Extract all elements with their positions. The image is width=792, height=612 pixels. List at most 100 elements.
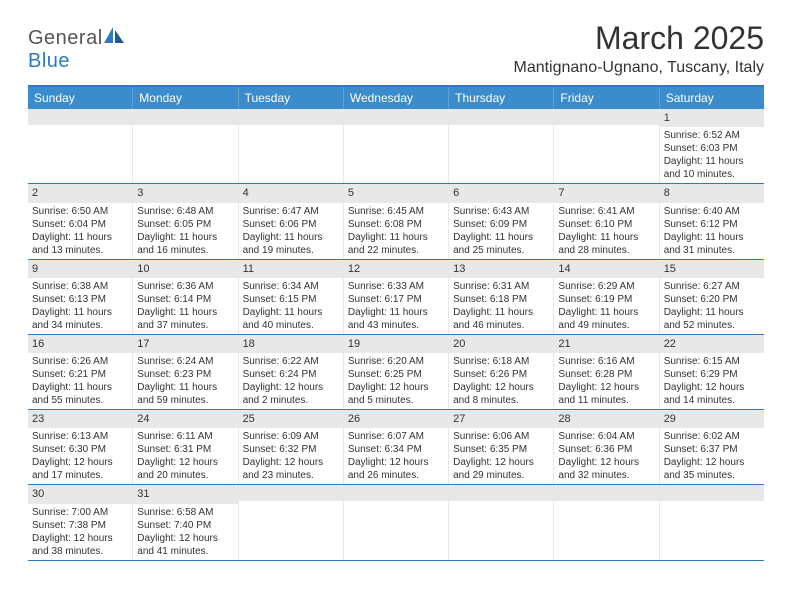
- day-body: Sunrise: 6:13 AMSunset: 6:30 PMDaylight:…: [28, 428, 132, 484]
- day-cell: 27Sunrise: 6:06 AMSunset: 6:35 PMDayligh…: [449, 410, 554, 484]
- day-cell: 11Sunrise: 6:34 AMSunset: 6:15 PMDayligh…: [239, 260, 344, 334]
- day-info-line: Sunrise: 6:43 AM: [453, 205, 549, 218]
- day-body: Sunrise: 6:07 AMSunset: 6:34 PMDaylight:…: [344, 428, 448, 484]
- day-body: [660, 501, 764, 505]
- day-info-line: Daylight: 12 hours: [664, 456, 760, 469]
- day-info-line: Sunrise: 6:07 AM: [348, 430, 444, 443]
- day-body: Sunrise: 6:27 AMSunset: 6:20 PMDaylight:…: [660, 278, 764, 334]
- weeks-container: 1Sunrise: 6:52 AMSunset: 6:03 PMDaylight…: [28, 109, 764, 561]
- empty-day-cell: [28, 109, 133, 183]
- day-info-line: Sunrise: 6:29 AM: [558, 280, 654, 293]
- day-info-line: Sunrise: 6:33 AM: [348, 280, 444, 293]
- day-number: 7: [554, 184, 658, 202]
- day-cell: 19Sunrise: 6:20 AMSunset: 6:25 PMDayligh…: [344, 335, 449, 409]
- weekday-header: Saturday: [660, 87, 764, 109]
- day-number: 28: [554, 410, 658, 428]
- day-number: 27: [449, 410, 553, 428]
- day-number: [344, 485, 448, 501]
- day-info-line: Sunrise: 6:38 AM: [32, 280, 128, 293]
- day-info-line: and 19 minutes.: [243, 244, 339, 257]
- day-cell: 7Sunrise: 6:41 AMSunset: 6:10 PMDaylight…: [554, 184, 659, 258]
- day-number: [449, 109, 553, 125]
- day-body: Sunrise: 6:09 AMSunset: 6:32 PMDaylight:…: [239, 428, 343, 484]
- day-info-line: Sunrise: 6:04 AM: [558, 430, 654, 443]
- day-cell: 20Sunrise: 6:18 AMSunset: 6:26 PMDayligh…: [449, 335, 554, 409]
- day-info-line: and 26 minutes.: [348, 469, 444, 482]
- day-info-line: Daylight: 11 hours: [348, 231, 444, 244]
- day-body: Sunrise: 6:18 AMSunset: 6:26 PMDaylight:…: [449, 353, 553, 409]
- day-number: 30: [28, 485, 132, 503]
- day-number: 26: [344, 410, 448, 428]
- day-info-line: Daylight: 12 hours: [453, 381, 549, 394]
- day-info-line: and 8 minutes.: [453, 394, 549, 407]
- day-info-line: Daylight: 12 hours: [558, 381, 654, 394]
- logo-text: GeneralBlue: [28, 26, 125, 73]
- day-info-line: Daylight: 11 hours: [32, 231, 128, 244]
- day-info-line: and 32 minutes.: [558, 469, 654, 482]
- day-info-line: Sunrise: 6:36 AM: [137, 280, 233, 293]
- day-number: 6: [449, 184, 553, 202]
- day-info-line: and 22 minutes.: [348, 244, 444, 257]
- day-info-line: Sunset: 6:12 PM: [664, 218, 760, 231]
- day-body: Sunrise: 6:16 AMSunset: 6:28 PMDaylight:…: [554, 353, 658, 409]
- day-info-line: Sunrise: 6:16 AM: [558, 355, 654, 368]
- day-number: 23: [28, 410, 132, 428]
- day-info-line: Daylight: 11 hours: [558, 306, 654, 319]
- weekday-header: Monday: [133, 87, 238, 109]
- day-info-line: and 49 minutes.: [558, 319, 654, 332]
- day-info-line: Daylight: 12 hours: [137, 532, 233, 545]
- empty-day-cell: [449, 485, 554, 559]
- day-number: [133, 109, 237, 125]
- day-info-line: Sunset: 6:34 PM: [348, 443, 444, 456]
- day-info-line: and 28 minutes.: [558, 244, 654, 257]
- empty-day-cell: [239, 109, 344, 183]
- day-body: Sunrise: 6:34 AMSunset: 6:15 PMDaylight:…: [239, 278, 343, 334]
- day-info-line: Sunset: 6:19 PM: [558, 293, 654, 306]
- day-number: 18: [239, 335, 343, 353]
- day-info-line: Daylight: 11 hours: [32, 381, 128, 394]
- day-info-line: Daylight: 12 hours: [137, 456, 233, 469]
- weekday-header: Friday: [554, 87, 659, 109]
- day-number: [28, 109, 132, 125]
- day-info-line: and 34 minutes.: [32, 319, 128, 332]
- day-body: [449, 501, 553, 505]
- day-body: [28, 125, 132, 129]
- day-info-line: and 55 minutes.: [32, 394, 128, 407]
- day-info-line: Sunset: 6:29 PM: [664, 368, 760, 381]
- day-info-line: and 16 minutes.: [137, 244, 233, 257]
- day-info-line: Sunset: 6:14 PM: [137, 293, 233, 306]
- day-cell: 30Sunrise: 7:00 AMSunset: 7:38 PMDayligh…: [28, 485, 133, 559]
- day-cell: 1Sunrise: 6:52 AMSunset: 6:03 PMDaylight…: [660, 109, 764, 183]
- day-info-line: Sunrise: 6:20 AM: [348, 355, 444, 368]
- day-info-line: and 29 minutes.: [453, 469, 549, 482]
- day-number: [554, 109, 658, 125]
- day-body: Sunrise: 6:40 AMSunset: 6:12 PMDaylight:…: [660, 203, 764, 259]
- day-number: 16: [28, 335, 132, 353]
- day-info-line: Daylight: 11 hours: [664, 155, 760, 168]
- day-body: [239, 501, 343, 505]
- day-info-line: Sunset: 6:23 PM: [137, 368, 233, 381]
- day-number: 14: [554, 260, 658, 278]
- logo-text-1: General: [28, 27, 103, 49]
- day-info-line: Sunrise: 6:58 AM: [137, 506, 233, 519]
- day-body: Sunrise: 6:24 AMSunset: 6:23 PMDaylight:…: [133, 353, 237, 409]
- day-info-line: Daylight: 12 hours: [32, 532, 128, 545]
- day-info-line: Daylight: 12 hours: [664, 381, 760, 394]
- day-info-line: and 17 minutes.: [32, 469, 128, 482]
- day-info-line: Daylight: 11 hours: [664, 306, 760, 319]
- day-info-line: and 41 minutes.: [137, 545, 233, 558]
- day-info-line: Daylight: 12 hours: [32, 456, 128, 469]
- day-cell: 28Sunrise: 6:04 AMSunset: 6:36 PMDayligh…: [554, 410, 659, 484]
- day-info-line: Sunrise: 6:09 AM: [243, 430, 339, 443]
- day-info-line: Sunrise: 6:47 AM: [243, 205, 339, 218]
- day-info-line: Sunset: 6:25 PM: [348, 368, 444, 381]
- day-body: Sunrise: 6:50 AMSunset: 6:04 PMDaylight:…: [28, 203, 132, 259]
- day-body: [554, 125, 658, 129]
- day-number: [554, 485, 658, 501]
- day-info-line: and 14 minutes.: [664, 394, 760, 407]
- day-info-line: Sunset: 6:13 PM: [32, 293, 128, 306]
- day-number: 3: [133, 184, 237, 202]
- day-body: Sunrise: 6:15 AMSunset: 6:29 PMDaylight:…: [660, 353, 764, 409]
- day-info-line: Sunset: 6:15 PM: [243, 293, 339, 306]
- day-cell: 26Sunrise: 6:07 AMSunset: 6:34 PMDayligh…: [344, 410, 449, 484]
